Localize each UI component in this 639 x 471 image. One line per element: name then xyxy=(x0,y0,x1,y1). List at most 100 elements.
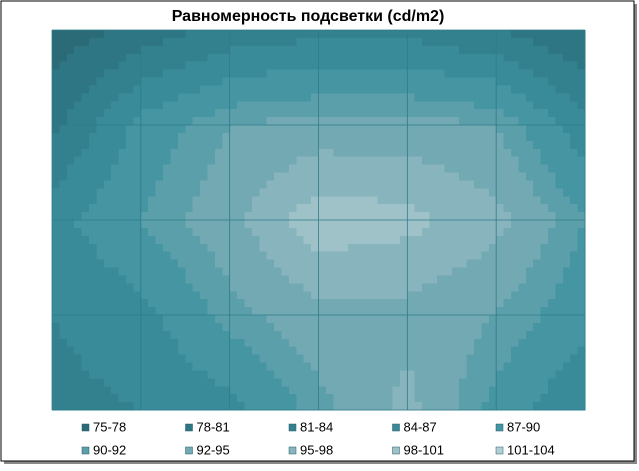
contour-patch xyxy=(52,307,61,316)
contour-patch xyxy=(237,220,246,229)
contour-patch xyxy=(296,30,305,39)
contour-patch xyxy=(429,125,438,134)
contour-patch xyxy=(325,30,334,39)
contour-patch xyxy=(555,235,564,245)
contour-patch xyxy=(562,196,571,205)
contour-patch xyxy=(325,251,334,261)
contour-patch xyxy=(540,307,549,316)
contour-patch xyxy=(348,148,357,158)
contour-patch xyxy=(362,37,371,47)
contour-patch xyxy=(274,61,283,71)
contour-patch xyxy=(577,125,586,134)
contour-patch xyxy=(52,378,61,387)
contour-patch xyxy=(325,394,334,403)
contour-patch xyxy=(348,338,357,348)
contour-patch xyxy=(525,156,534,166)
contour-patch xyxy=(481,37,490,47)
contour-patch xyxy=(244,204,253,213)
contour-patch xyxy=(244,37,253,47)
contour-patch xyxy=(318,37,327,47)
contour-patch xyxy=(510,338,519,348)
contour-patch xyxy=(325,212,334,221)
contour-patch xyxy=(96,259,105,269)
contour-patch xyxy=(444,243,453,253)
contour-patch xyxy=(577,402,586,411)
contour-patch xyxy=(96,394,105,403)
contour-patch xyxy=(562,30,571,39)
contour-patch xyxy=(414,275,423,284)
contour-patch xyxy=(259,315,268,324)
legend-swatch xyxy=(81,446,90,455)
contour-patch xyxy=(473,227,482,237)
contour-patch xyxy=(288,291,297,300)
contour-patch xyxy=(52,227,61,237)
contour-patch xyxy=(207,322,216,332)
contour-patch xyxy=(481,212,490,221)
contour-patch xyxy=(510,394,519,403)
contour-patch xyxy=(133,322,142,332)
contour-patch xyxy=(303,109,312,118)
contour-patch xyxy=(496,196,505,205)
contour-patch xyxy=(229,378,238,387)
contour-patch xyxy=(296,315,305,324)
contour-patch xyxy=(177,227,186,237)
contour-patch xyxy=(503,156,512,166)
contour-patch xyxy=(303,85,312,94)
contour-patch xyxy=(192,243,201,253)
contour-patch xyxy=(96,267,105,277)
contour-patch xyxy=(74,37,83,47)
contour-patch xyxy=(126,338,135,348)
contour-patch xyxy=(237,330,246,340)
contour-patch xyxy=(436,386,445,395)
contour-patch xyxy=(74,386,83,395)
contour-patch xyxy=(518,362,527,372)
contour-patch xyxy=(473,370,482,379)
contour-patch xyxy=(525,322,534,332)
contour-patch xyxy=(570,378,579,387)
contour-patch xyxy=(155,125,164,134)
contour-patch xyxy=(214,402,223,411)
contour-patch xyxy=(111,394,120,403)
contour-patch xyxy=(570,354,579,364)
contour-patch xyxy=(303,235,312,245)
contour-patch xyxy=(281,243,290,253)
contour-patch xyxy=(385,275,394,284)
contour-patch xyxy=(214,148,223,158)
contour-patch xyxy=(126,37,135,47)
contour-patch xyxy=(348,180,357,189)
contour-patch xyxy=(570,291,579,300)
contour-patch xyxy=(274,69,283,79)
contour-patch xyxy=(163,164,172,174)
contour-patch xyxy=(370,243,379,253)
contour-patch xyxy=(259,93,268,102)
contour-patch xyxy=(377,378,386,387)
contour-patch xyxy=(52,322,61,332)
contour-patch xyxy=(340,402,349,411)
contour-patch xyxy=(488,30,497,39)
contour-patch xyxy=(89,275,98,284)
contour-patch xyxy=(333,283,342,292)
contour-patch xyxy=(237,315,246,324)
contour-patch xyxy=(96,402,105,411)
contour-patch xyxy=(66,283,75,292)
contour-patch xyxy=(103,125,112,134)
contour-patch xyxy=(348,291,357,300)
contour-patch xyxy=(333,188,342,197)
contour-patch xyxy=(510,196,519,205)
contour-patch xyxy=(414,346,423,356)
contour-patch xyxy=(74,283,83,292)
contour-patch xyxy=(244,188,253,197)
contour-patch xyxy=(126,243,135,253)
contour-patch xyxy=(473,77,482,87)
contour-patch xyxy=(414,394,423,403)
contour-patch xyxy=(126,69,135,79)
contour-patch xyxy=(311,53,320,63)
contour-patch xyxy=(451,101,460,110)
contour-patch xyxy=(325,235,334,245)
contour-patch xyxy=(103,117,112,126)
contour-patch xyxy=(547,378,556,387)
contour-patch xyxy=(281,37,290,47)
contour-patch xyxy=(103,212,112,221)
contour-patch xyxy=(111,243,120,253)
contour-patch xyxy=(185,172,194,182)
